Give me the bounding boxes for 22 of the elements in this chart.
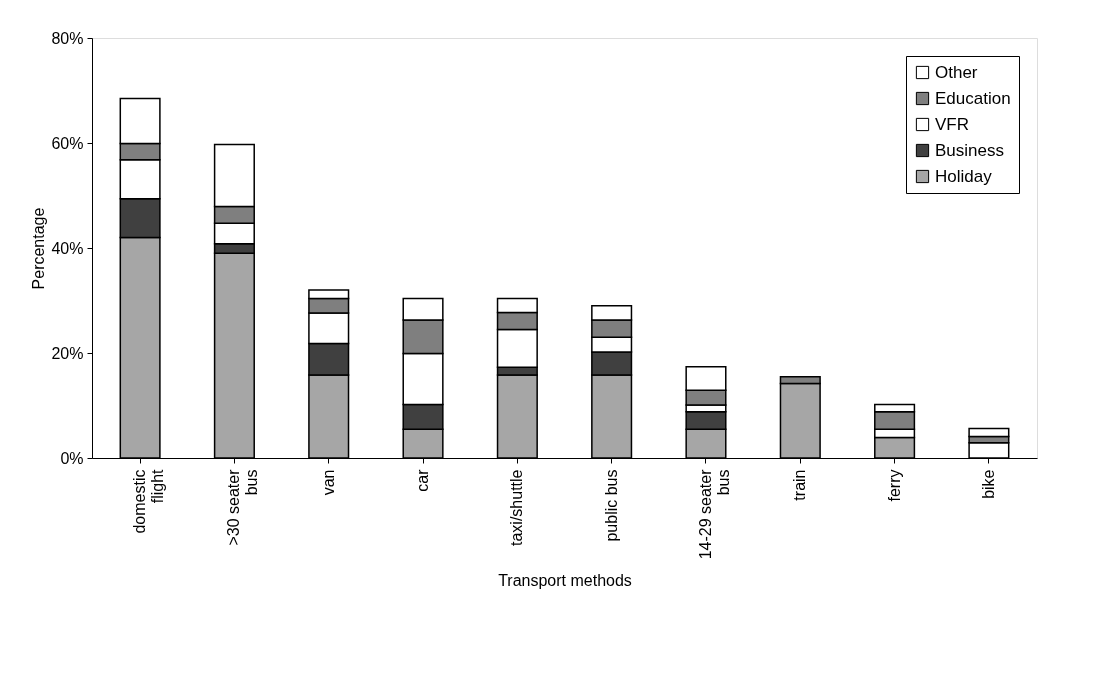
- x-tick-label: bike: [979, 469, 997, 499]
- x-tick-label: van: [319, 469, 337, 496]
- x-tick-label: 14-29 seater bus: [696, 468, 732, 560]
- legend-label: Other: [935, 62, 978, 82]
- y-tick-label: 20%: [51, 344, 84, 362]
- y-axis-title: Percentage: [30, 207, 48, 290]
- x-tick-label: public bus: [602, 469, 620, 542]
- legend-label: Holiday: [935, 166, 993, 186]
- x-tick-label: ferry: [885, 469, 903, 502]
- legend-label: Education: [935, 88, 1011, 108]
- y-tick-label: 80%: [51, 29, 84, 47]
- x-tick-label: domestic flight: [131, 468, 167, 534]
- x-tick-label: >30 seater bus: [225, 468, 261, 546]
- legend-label: Business: [935, 140, 1004, 160]
- y-tick-label: 0%: [60, 449, 84, 467]
- x-tick-label: train: [791, 469, 809, 501]
- x-tick-label: car: [414, 468, 432, 492]
- x-axis-title: Transport methods: [498, 572, 632, 590]
- legend-label: VFR: [935, 114, 969, 134]
- y-tick-label: 60%: [51, 134, 84, 152]
- y-tick-label: 40%: [51, 239, 84, 257]
- x-tick-label: taxi/shuttle: [508, 469, 526, 546]
